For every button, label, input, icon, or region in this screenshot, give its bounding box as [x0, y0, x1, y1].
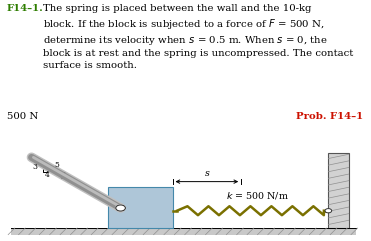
Text: 4: 4 — [45, 171, 50, 179]
Text: Prob. F14–1: Prob. F14–1 — [296, 113, 364, 121]
Text: s: s — [204, 169, 209, 178]
Text: 3: 3 — [33, 163, 38, 171]
Circle shape — [325, 209, 332, 213]
Text: 500 N: 500 N — [7, 113, 38, 121]
Text: The spring is placed between the wall and the 10-kg
block. If the block is subje: The spring is placed between the wall an… — [43, 4, 353, 70]
Bar — [108, 187, 173, 228]
Bar — [328, 153, 349, 228]
Bar — [11, 228, 356, 235]
Text: 5: 5 — [54, 161, 59, 169]
Text: F14–1.: F14–1. — [7, 4, 43, 13]
Circle shape — [116, 205, 125, 211]
Text: $k$ = 500 N/m: $k$ = 500 N/m — [226, 190, 289, 201]
